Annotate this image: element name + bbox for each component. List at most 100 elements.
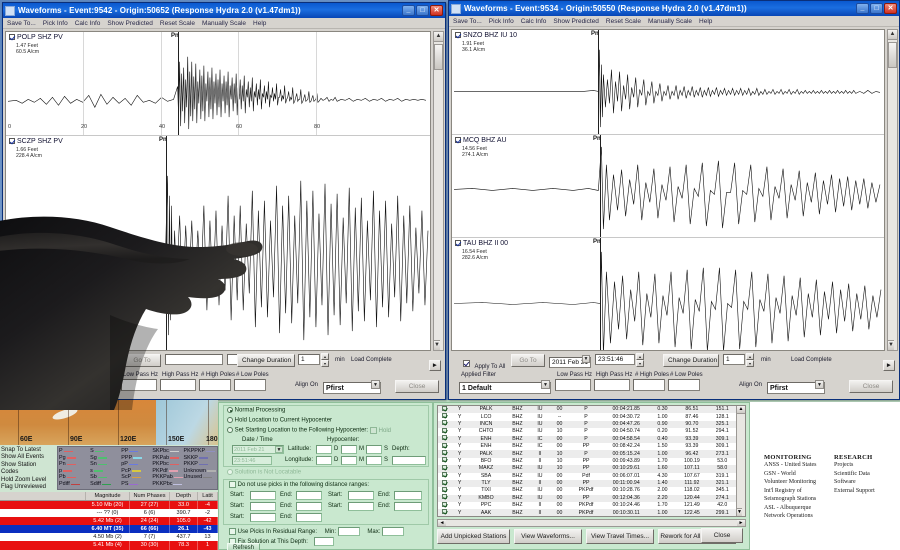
spin-down-icon[interactable]: ▾ xyxy=(746,360,755,367)
row-checkbox[interactable] xyxy=(442,501,448,507)
map-panel[interactable]: 60E 90E 120E 150E 180 Snap To Latest Sho… xyxy=(0,400,218,550)
trace-header[interactable]: MCQ BHZ AU xyxy=(455,137,507,144)
table-row[interactable]: 5.42 Mb (2) 24 (24) 105.0 -42 xyxy=(0,517,218,525)
range1-end-field[interactable] xyxy=(296,491,322,500)
maximize-icon[interactable]: □ xyxy=(870,3,883,14)
left-vertical-scrollbar[interactable]: ▲ ▼ xyxy=(433,31,444,351)
scroll-left-box[interactable]: ◄ xyxy=(7,354,20,372)
minimize-icon[interactable]: _ xyxy=(402,5,415,16)
refresh-button[interactable]: Refresh xyxy=(227,543,261,550)
row-checkbox[interactable] xyxy=(442,413,448,419)
row-checkbox[interactable] xyxy=(442,406,448,411)
menu-manually-scale[interactable]: Manually Scale xyxy=(647,17,693,25)
normal-processing-option[interactable]: Normal Processing xyxy=(227,407,285,414)
scroll-up-icon[interactable]: ▲ xyxy=(434,32,443,42)
left-window-toolbar[interactable]: ◄ Apply To All Go To Change Duration 1 ▴… xyxy=(5,353,443,397)
spin-up-icon[interactable]: ▴ xyxy=(321,353,330,360)
map-options-list[interactable]: Snap To Latest Show All Events Show Stat… xyxy=(0,446,56,490)
scroll-up-icon[interactable]: ▲ xyxy=(888,30,897,40)
align-on-value[interactable]: Pfirst xyxy=(767,381,825,394)
lon-m-field[interactable] xyxy=(341,456,357,465)
spin-up-icon[interactable]: ▴ xyxy=(636,353,645,360)
applied-filter-value[interactable]: 1 Default xyxy=(459,381,551,394)
phase-pick-marker[interactable]: Pn xyxy=(593,135,601,237)
date-combo[interactable]: 2011 Feb 21 ▼ xyxy=(549,354,591,372)
low-poles-field[interactable] xyxy=(234,379,266,391)
phase-panel-buttons[interactable]: Add Unpicked Stations View Waveforms... … xyxy=(437,529,736,544)
high-poles-field[interactable] xyxy=(199,379,231,391)
scroll-right-icon[interactable]: ► xyxy=(428,360,441,371)
map-option-hold-zoom-level[interactable]: Hold Zoom Level xyxy=(1,476,47,483)
map-option-snap-to-latest[interactable]: Snap To Latest xyxy=(1,447,41,453)
menu-manually-scale[interactable]: Manually Scale xyxy=(201,19,247,27)
map-option-show-all-events[interactable]: Show All Events xyxy=(1,454,45,461)
align-on-combo[interactable]: Pfirst ▼ xyxy=(767,379,825,397)
spin-up-icon[interactable]: ▴ xyxy=(746,353,755,360)
link-scientific-data[interactable]: Scientific Data xyxy=(834,470,870,477)
right-vertical-scrollbar[interactable]: ▲ ▼ xyxy=(887,29,898,351)
col-magnitude[interactable]: Magnitude xyxy=(86,492,130,500)
chevron-down-icon[interactable]: ▼ xyxy=(541,380,550,389)
residual-range-option[interactable]: Use Picks In Residual Range: Min: Max: xyxy=(229,527,405,536)
col-latitude[interactable]: Latit xyxy=(198,492,218,500)
depth-field[interactable] xyxy=(392,456,426,465)
table-row[interactable]: Y KMBO BHZ IU 00 PP 00:12:04.36 2.20 120… xyxy=(438,494,736,503)
table-row[interactable]: Y AAK BHZ II 00 PKPdf 00:10:30.11 1.00 1… xyxy=(438,509,736,516)
duration-spinner[interactable]: ▴ ▾ xyxy=(321,353,330,367)
hold-option[interactable]: Hold xyxy=(370,427,391,434)
align-on-value[interactable]: Pfirst xyxy=(323,381,381,394)
trace-row[interactable]: SNZO BHZ IU 10 1.91 Feet 36.1 A/cm Pn xyxy=(452,30,884,135)
high-pass-field[interactable] xyxy=(594,379,630,391)
table-row[interactable]: Y MAKZ BHZ IU 10 PP 00:10:29.61 1.60 107… xyxy=(438,464,736,473)
apply-to-all-checkbox[interactable] xyxy=(463,360,470,368)
table-row[interactable]: Y PALK BHZ II 10 P 00:05:15.24 1.00 96.4… xyxy=(438,450,736,458)
link-volunteer-monitoring[interactable]: Volunteer Monitoring xyxy=(764,479,817,485)
table-row[interactable]: Y TLY BHZ II 00 PP 00:11:00.94 1.40 111.… xyxy=(438,479,736,488)
col-depth[interactable]: Depth xyxy=(170,492,198,500)
change-duration-button[interactable]: Change Duration xyxy=(237,354,295,367)
menu-calc-info[interactable]: Calc Info xyxy=(520,17,547,25)
menu-save-to[interactable]: Save To... xyxy=(453,17,482,25)
residual-max-field[interactable] xyxy=(382,527,405,536)
low-pass-field[interactable] xyxy=(121,379,157,391)
chevron-down-icon[interactable]: ▼ xyxy=(815,380,824,389)
lon-s-field[interactable] xyxy=(366,456,382,465)
event-table[interactable]: Magnitude Num Phases Depth Latit 5.10 Mb… xyxy=(0,492,218,550)
table-row[interactable]: Y ENH BHZ IC 00 PP 00:08:42.24 1.50 93.3… xyxy=(438,442,736,450)
table-row[interactable]: --- ?? (0) 6 (6) 390.7 -2 xyxy=(0,509,218,517)
table-row[interactable]: 5.10 Mb (20) 27 (27) 33.0 -4 xyxy=(0,501,218,509)
high-pass-field[interactable] xyxy=(160,379,196,391)
link-intl-registry-1[interactable]: Int'l Registry of xyxy=(764,487,802,494)
menu-help[interactable]: Help xyxy=(253,19,267,27)
duration-spinner[interactable]: ▴ ▾ xyxy=(746,353,755,367)
table-row[interactable]: Y ENH BHZ IC 00 P 00:04:58.54 0.40 93.39… xyxy=(438,435,736,443)
link-projects[interactable]: Projects xyxy=(834,462,854,468)
phase-table-vscrollbar[interactable]: ▲ ▼ xyxy=(736,406,745,516)
map-option-flag-unreviewed[interactable]: Flag Unreviewed xyxy=(1,484,47,491)
menu-pick-info[interactable]: Pick Info xyxy=(42,19,68,27)
menu-calc-info[interactable]: Calc Info xyxy=(74,19,101,27)
phase-pick-marker[interactable]: Pn xyxy=(159,136,167,350)
trace-checkbox[interactable] xyxy=(455,137,461,144)
lat-m-field[interactable] xyxy=(341,445,357,454)
table-row[interactable]: Y TIXI BHZ IU 00 PKPdf 00:10:28.76 2.00 … xyxy=(438,487,736,494)
col-num-phases[interactable]: Num Phases xyxy=(130,492,170,500)
phase-table-hscrollbar[interactable]: ◄ ► xyxy=(437,519,746,527)
hold-location-option[interactable]: Hold Location to Current Hypocenter xyxy=(227,417,332,424)
start-date-combo[interactable]: 2011 Feb 21 ▼ xyxy=(232,445,284,454)
residual-min-field[interactable] xyxy=(337,527,360,536)
set-starting-radio[interactable] xyxy=(227,427,233,433)
row-checkbox[interactable] xyxy=(442,450,448,456)
locate-options-panel[interactable]: Normal Processing Hold Location to Curre… xyxy=(218,402,433,550)
fix-depth-field[interactable] xyxy=(313,537,334,546)
phase-table[interactable]: Y PALK BHZ IU 00 P 00:04:21.85 0.30 86.5… xyxy=(437,405,746,517)
range5-end-field[interactable] xyxy=(296,513,322,522)
trace-checkbox[interactable] xyxy=(9,138,15,145)
range2-start-field[interactable] xyxy=(348,491,374,500)
trace-row[interactable]: MCQ BHZ AU 14.56 Feet 274.1 A/cm Pn xyxy=(452,135,884,238)
usgs-links-panel[interactable]: MONITORING ANSS - United States GSN - Wo… xyxy=(750,402,900,550)
go-to-button[interactable]: Go To xyxy=(123,354,161,367)
row-checkbox[interactable] xyxy=(442,479,448,485)
row-checkbox[interactable] xyxy=(442,494,448,500)
scroll-up-icon[interactable]: ▲ xyxy=(737,406,745,414)
